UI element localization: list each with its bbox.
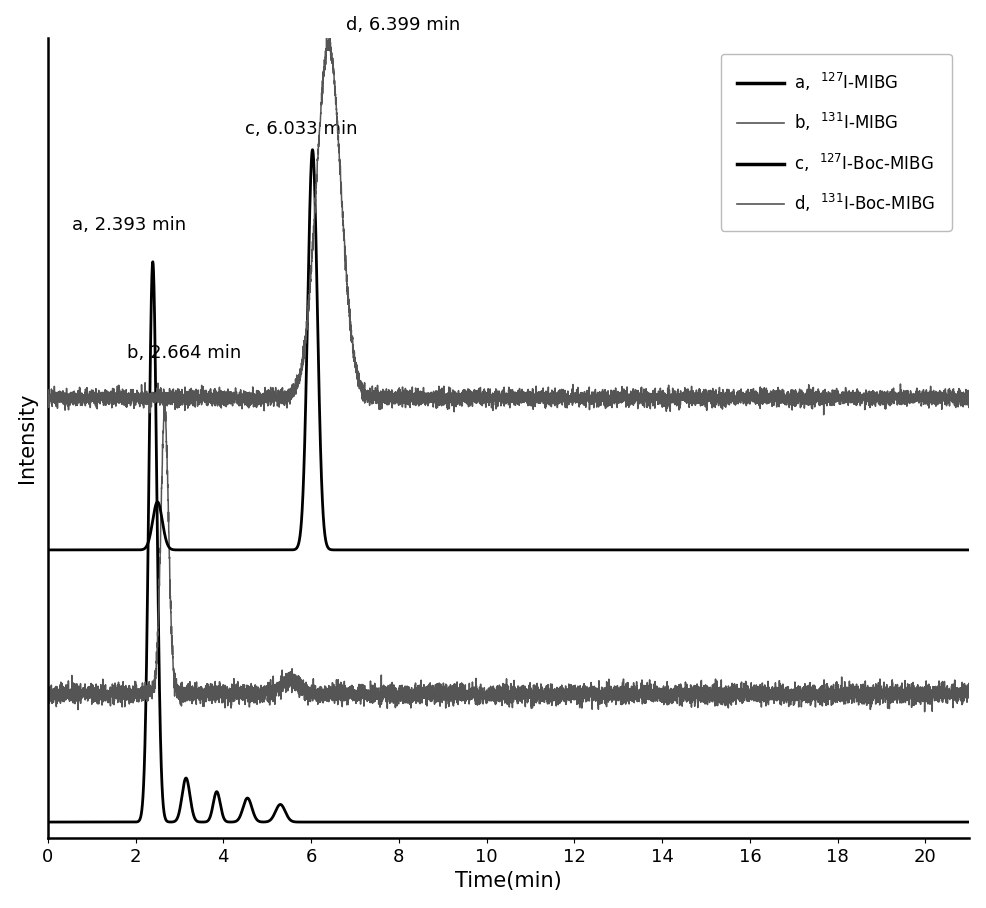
Text: a, 2.393 min: a, 2.393 min xyxy=(72,216,186,233)
Text: d, 6.399 min: d, 6.399 min xyxy=(346,15,460,34)
Text: c, 6.033 min: c, 6.033 min xyxy=(246,120,358,138)
Text: b, 2.664 min: b, 2.664 min xyxy=(127,344,241,361)
X-axis label: Time(min): Time(min) xyxy=(456,872,562,892)
Legend: a,  $^{127}$I-MIBG, b,  $^{131}$I-MIBG, c,  $^{127}$I-Boc-MIBG, d,  $^{131}$I-Bo: a, $^{127}$I-MIBG, b, $^{131}$I-MIBG, c,… xyxy=(721,54,951,231)
Y-axis label: Intensity: Intensity xyxy=(17,392,36,483)
